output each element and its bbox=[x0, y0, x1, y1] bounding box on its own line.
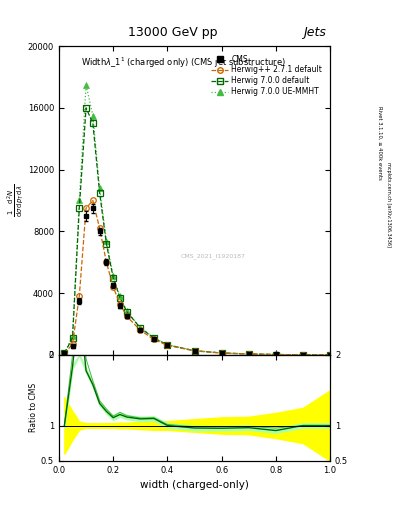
Text: Jets: Jets bbox=[303, 26, 326, 39]
Y-axis label: $\frac{1}{\mathrm{d}\sigma}\frac{\mathrm{d}^2N}{\mathrm{d}p_T\,\mathrm{d}\lambda: $\frac{1}{\mathrm{d}\sigma}\frac{\mathrm… bbox=[6, 184, 26, 217]
Y-axis label: Ratio to CMS: Ratio to CMS bbox=[29, 383, 38, 433]
Text: mcplots.cern.ch [arXiv:1306.3436]: mcplots.cern.ch [arXiv:1306.3436] bbox=[386, 162, 391, 247]
Text: Rivet 3.1.10, ≥ 400k events: Rivet 3.1.10, ≥ 400k events bbox=[377, 106, 382, 180]
Text: 13000 GeV pp: 13000 GeV pp bbox=[128, 26, 218, 39]
Legend: CMS, Herwig++ 2.7.1 default, Herwig 7.0.0 default, Herwig 7.0.0 UE-MMHT: CMS, Herwig++ 2.7.1 default, Herwig 7.0.… bbox=[210, 53, 323, 98]
Text: CMS_2021_I1920187: CMS_2021_I1920187 bbox=[181, 253, 246, 259]
Text: Width$\lambda\_1^1$ (charged only) (CMS jet substructure): Width$\lambda\_1^1$ (charged only) (CMS … bbox=[81, 55, 286, 70]
X-axis label: width (charged-only): width (charged-only) bbox=[140, 480, 249, 490]
